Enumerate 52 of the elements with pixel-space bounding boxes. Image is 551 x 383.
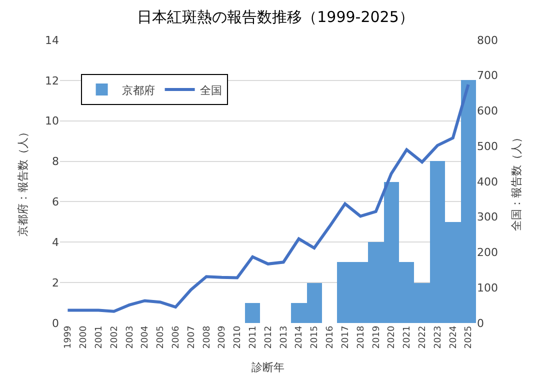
y2-tick-label: 600 (477, 104, 498, 118)
legend-label: 全国 (200, 84, 222, 97)
x-tick-label: 2018 (356, 326, 366, 349)
x-tick-label: 2016 (326, 326, 336, 349)
x-tick-label: 2022 (418, 326, 428, 349)
y2-tick-label: 700 (477, 69, 498, 82)
x-tick-label: 2010 (233, 326, 244, 349)
legend-label: 京都府 (122, 84, 155, 97)
x-tick-label: 2007 (186, 326, 197, 349)
x-tick-label: 2012 (264, 326, 274, 349)
x-tick-label: 2004 (140, 326, 151, 349)
x-tick-label: 2005 (156, 326, 166, 349)
x-tick-label: 2011 (248, 326, 259, 349)
line-series (66, 83, 470, 313)
y-tick-label: 14 (45, 34, 59, 47)
x-tick-label: 2019 (372, 326, 382, 349)
x-tick-label: 2021 (402, 326, 413, 349)
x-tick-label: 2023 (433, 326, 444, 349)
x-axis-title: 診断年 (252, 360, 284, 374)
y-tick-label: 2 (52, 276, 59, 290)
x-tick-label: 2013 (279, 326, 290, 349)
y2-tick-label: 100 (477, 281, 498, 294)
chart-title: 日本紅斑熱の報告数推移（1999-2025） (137, 8, 414, 26)
y-tick-label: 10 (45, 114, 59, 128)
x-tick-label: 2009 (218, 326, 228, 349)
x-tick-label: 2006 (171, 326, 182, 349)
y-tick-label: 4 (52, 236, 59, 249)
x-tick-label: 2008 (202, 326, 212, 349)
y2-tick-label: 300 (477, 210, 498, 224)
bar (245, 303, 260, 323)
x-tick-label: 2015 (310, 326, 320, 349)
x-tick-label: 2020 (387, 326, 398, 349)
x-tick-label: 2002 (110, 326, 120, 349)
y-tick-label: 8 (52, 155, 59, 168)
x-tick-label: 2024 (448, 326, 459, 349)
y2-tick-label: 0 (477, 316, 484, 330)
y-tick-label: 0 (52, 316, 59, 330)
x-tick-label: 2017 (340, 326, 351, 349)
y2-axis-title: 全国：報告数（人） (510, 132, 524, 231)
y2-tick-label: 500 (477, 140, 498, 153)
x-tick-label: 1999 (64, 326, 74, 349)
x-tick-label: 2014 (294, 326, 305, 349)
x-tick-label: 2003 (125, 326, 136, 349)
y2-tick-label: 800 (477, 34, 498, 47)
y-tick-label: 6 (52, 196, 59, 209)
y-axis-title: 京都府：報告数（人） (16, 126, 30, 236)
x-tick-label: 2001 (94, 326, 104, 349)
y2-tick-label: 400 (477, 175, 498, 188)
y-tick-label: 12 (45, 74, 59, 88)
x-tick-label: 2025 (464, 326, 474, 349)
x-tick-label: 2000 (79, 326, 90, 349)
y2-tick-label: 200 (477, 246, 498, 260)
